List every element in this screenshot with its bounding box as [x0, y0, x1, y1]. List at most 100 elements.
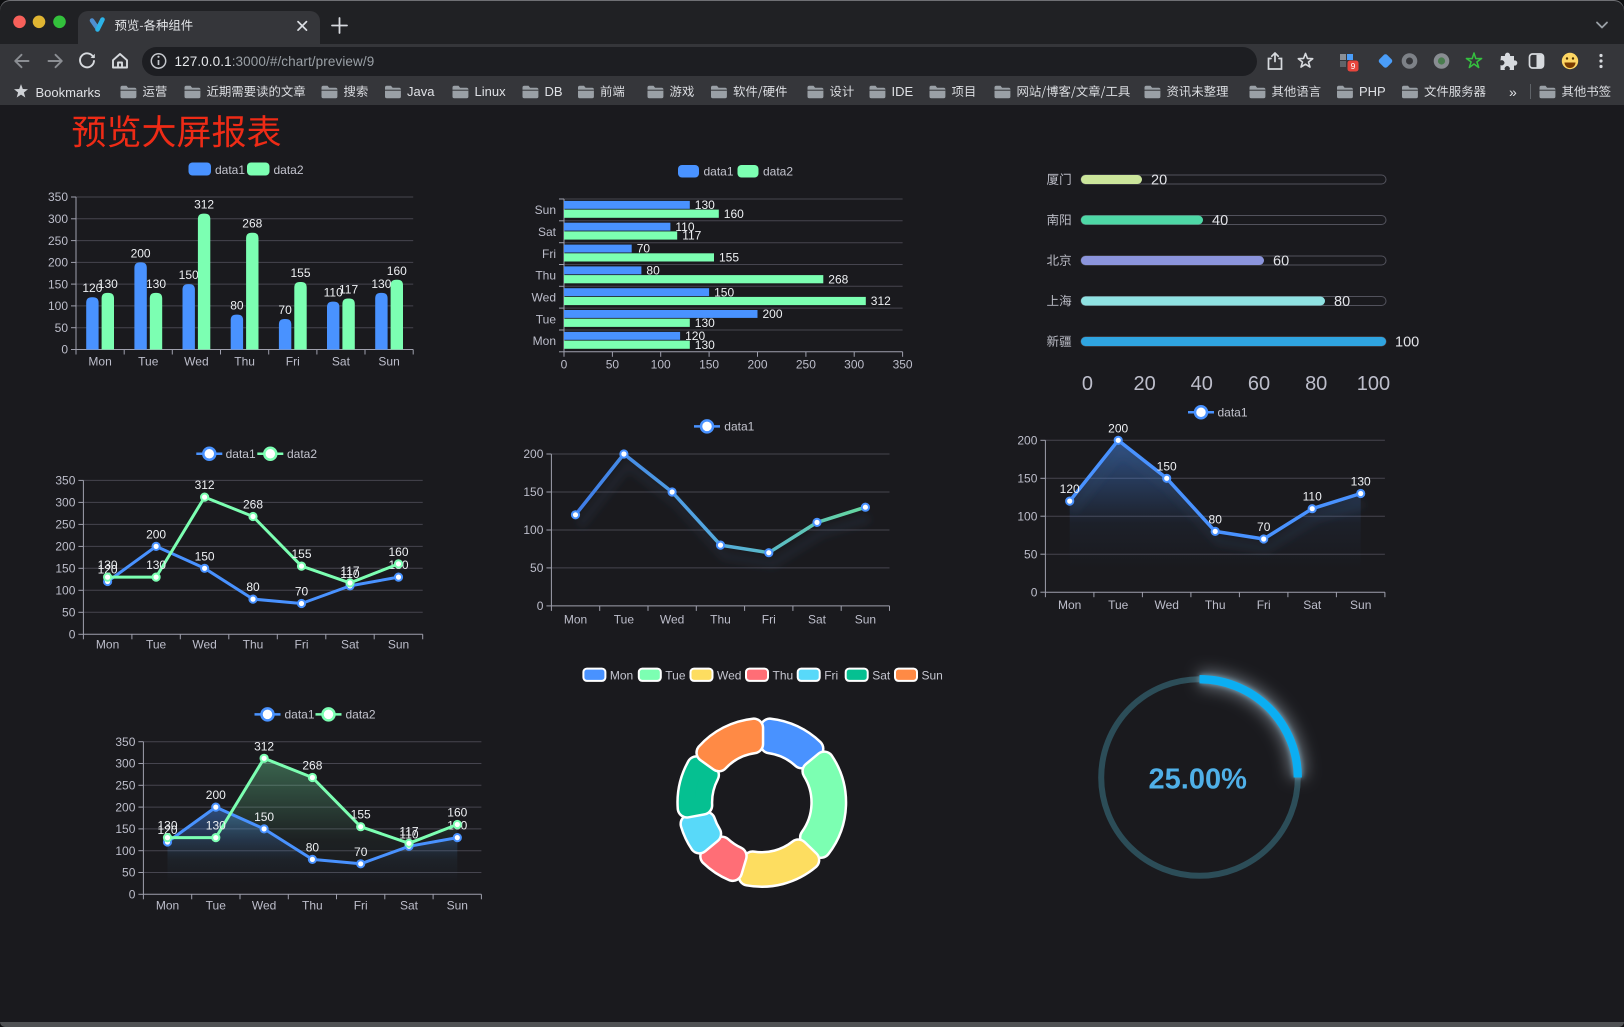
svg-text:110: 110 [1303, 490, 1322, 504]
svg-text:250: 250 [115, 779, 135, 793]
svg-text:120: 120 [157, 823, 177, 837]
svg-text:80: 80 [230, 299, 244, 313]
svg-text:150: 150 [48, 277, 68, 291]
svg-text:Linux: Linux [475, 84, 507, 99]
svg-text:Tue: Tue [614, 613, 635, 627]
svg-text:130: 130 [206, 819, 226, 833]
svg-text:data2: data2 [763, 165, 793, 179]
svg-text:200: 200 [747, 357, 767, 371]
svg-text:Sat: Sat [332, 355, 351, 369]
svg-text:200: 200 [1017, 434, 1037, 448]
svg-text:268: 268 [243, 498, 263, 512]
svg-text:160: 160 [388, 545, 408, 559]
svg-text:Fri: Fri [824, 668, 838, 682]
svg-text:data1: data1 [226, 447, 256, 461]
svg-text:20: 20 [1133, 373, 1155, 395]
svg-text:PHP: PHP [1359, 84, 1386, 99]
svg-text:Mon: Mon [88, 355, 111, 369]
svg-text:Mon: Mon [533, 334, 556, 348]
svg-text:80: 80 [1334, 294, 1350, 310]
svg-text:»: » [1509, 84, 1517, 100]
svg-text:300: 300 [48, 212, 68, 226]
svg-text:Thu: Thu [302, 899, 323, 913]
svg-text:300: 300 [844, 357, 864, 371]
svg-text:130: 130 [157, 819, 177, 833]
svg-text:100: 100 [1357, 373, 1390, 395]
svg-text:0: 0 [561, 357, 568, 371]
svg-text:200: 200 [146, 527, 166, 541]
svg-text:Fri: Fri [354, 899, 368, 913]
svg-text:0: 0 [1082, 373, 1093, 395]
svg-text:0: 0 [61, 343, 68, 357]
svg-text:Wed: Wed [192, 638, 216, 652]
svg-text:80: 80 [246, 580, 260, 594]
svg-text:80: 80 [1305, 373, 1327, 395]
svg-text:Sat: Sat [1303, 598, 1322, 612]
svg-text:data1: data1 [704, 165, 734, 179]
svg-text:data1: data1 [724, 420, 754, 434]
svg-text:70: 70 [278, 303, 292, 317]
svg-text:130: 130 [146, 558, 166, 572]
svg-text:120: 120 [1060, 482, 1080, 496]
svg-text:Sat: Sat [400, 899, 419, 913]
svg-text:110: 110 [340, 567, 359, 581]
svg-text:data2: data2 [287, 447, 317, 461]
svg-text:130: 130 [695, 338, 715, 352]
svg-text:Thu: Thu [535, 269, 556, 283]
svg-text:Mon: Mon [564, 613, 587, 627]
svg-text:50: 50 [1024, 547, 1038, 561]
svg-text:Mon: Mon [1058, 598, 1081, 612]
svg-text:Tue: Tue [138, 355, 159, 369]
svg-text:60: 60 [1273, 254, 1289, 270]
svg-text:Fri: Fri [762, 613, 776, 627]
svg-text:120: 120 [685, 329, 705, 343]
svg-text:Sun: Sun [378, 355, 399, 369]
svg-text:Sat: Sat [341, 638, 360, 652]
svg-text:300: 300 [115, 757, 135, 771]
svg-text:70: 70 [354, 845, 368, 859]
svg-text:80: 80 [306, 840, 320, 854]
svg-text:130: 130 [695, 198, 715, 212]
svg-text:Thu: Thu [234, 355, 255, 369]
svg-text:250: 250 [796, 357, 816, 371]
svg-text:Tue: Tue [536, 312, 557, 326]
svg-text:150: 150 [254, 810, 274, 824]
svg-text:Fri: Fri [295, 638, 309, 652]
svg-text:data1: data1 [215, 163, 245, 177]
svg-text:Fri: Fri [286, 355, 300, 369]
svg-text:100: 100 [523, 523, 543, 537]
svg-text:data2: data2 [346, 708, 376, 722]
svg-text:200: 200 [131, 246, 151, 260]
svg-text:100: 100 [651, 357, 671, 371]
svg-text:Wed: Wed [717, 668, 741, 682]
svg-text:Java: Java [407, 84, 435, 99]
svg-text:350: 350 [115, 735, 135, 749]
svg-text:155: 155 [291, 547, 311, 561]
svg-text:Tue: Tue [1108, 598, 1129, 612]
svg-text:117: 117 [339, 283, 358, 297]
svg-text:Sun: Sun [855, 613, 876, 627]
svg-text:data1: data1 [285, 708, 315, 722]
svg-text:312: 312 [195, 478, 215, 492]
svg-text:Fri: Fri [1257, 598, 1271, 612]
svg-text:40: 40 [1191, 373, 1213, 395]
svg-text:80: 80 [646, 264, 660, 278]
svg-text:Wed: Wed [184, 355, 208, 369]
svg-text:120: 120 [82, 281, 102, 295]
svg-text:Wed: Wed [532, 290, 556, 304]
svg-text:312: 312 [871, 294, 891, 308]
svg-text:Sat: Sat [872, 668, 891, 682]
svg-text:100: 100 [48, 299, 68, 313]
svg-text:50: 50 [530, 561, 544, 575]
svg-text:Sun: Sun [447, 899, 468, 913]
svg-text:25.00%: 25.00% [1149, 764, 1248, 796]
svg-text:Mon: Mon [610, 668, 633, 682]
svg-text:data1: data1 [1218, 406, 1248, 420]
svg-text:250: 250 [55, 518, 75, 532]
svg-text:200: 200 [48, 256, 68, 270]
svg-text:160: 160 [447, 806, 467, 820]
svg-text:100: 100 [55, 584, 75, 598]
svg-text:50: 50 [62, 606, 76, 620]
svg-text:130: 130 [371, 277, 391, 291]
svg-text:Thu: Thu [1205, 598, 1226, 612]
